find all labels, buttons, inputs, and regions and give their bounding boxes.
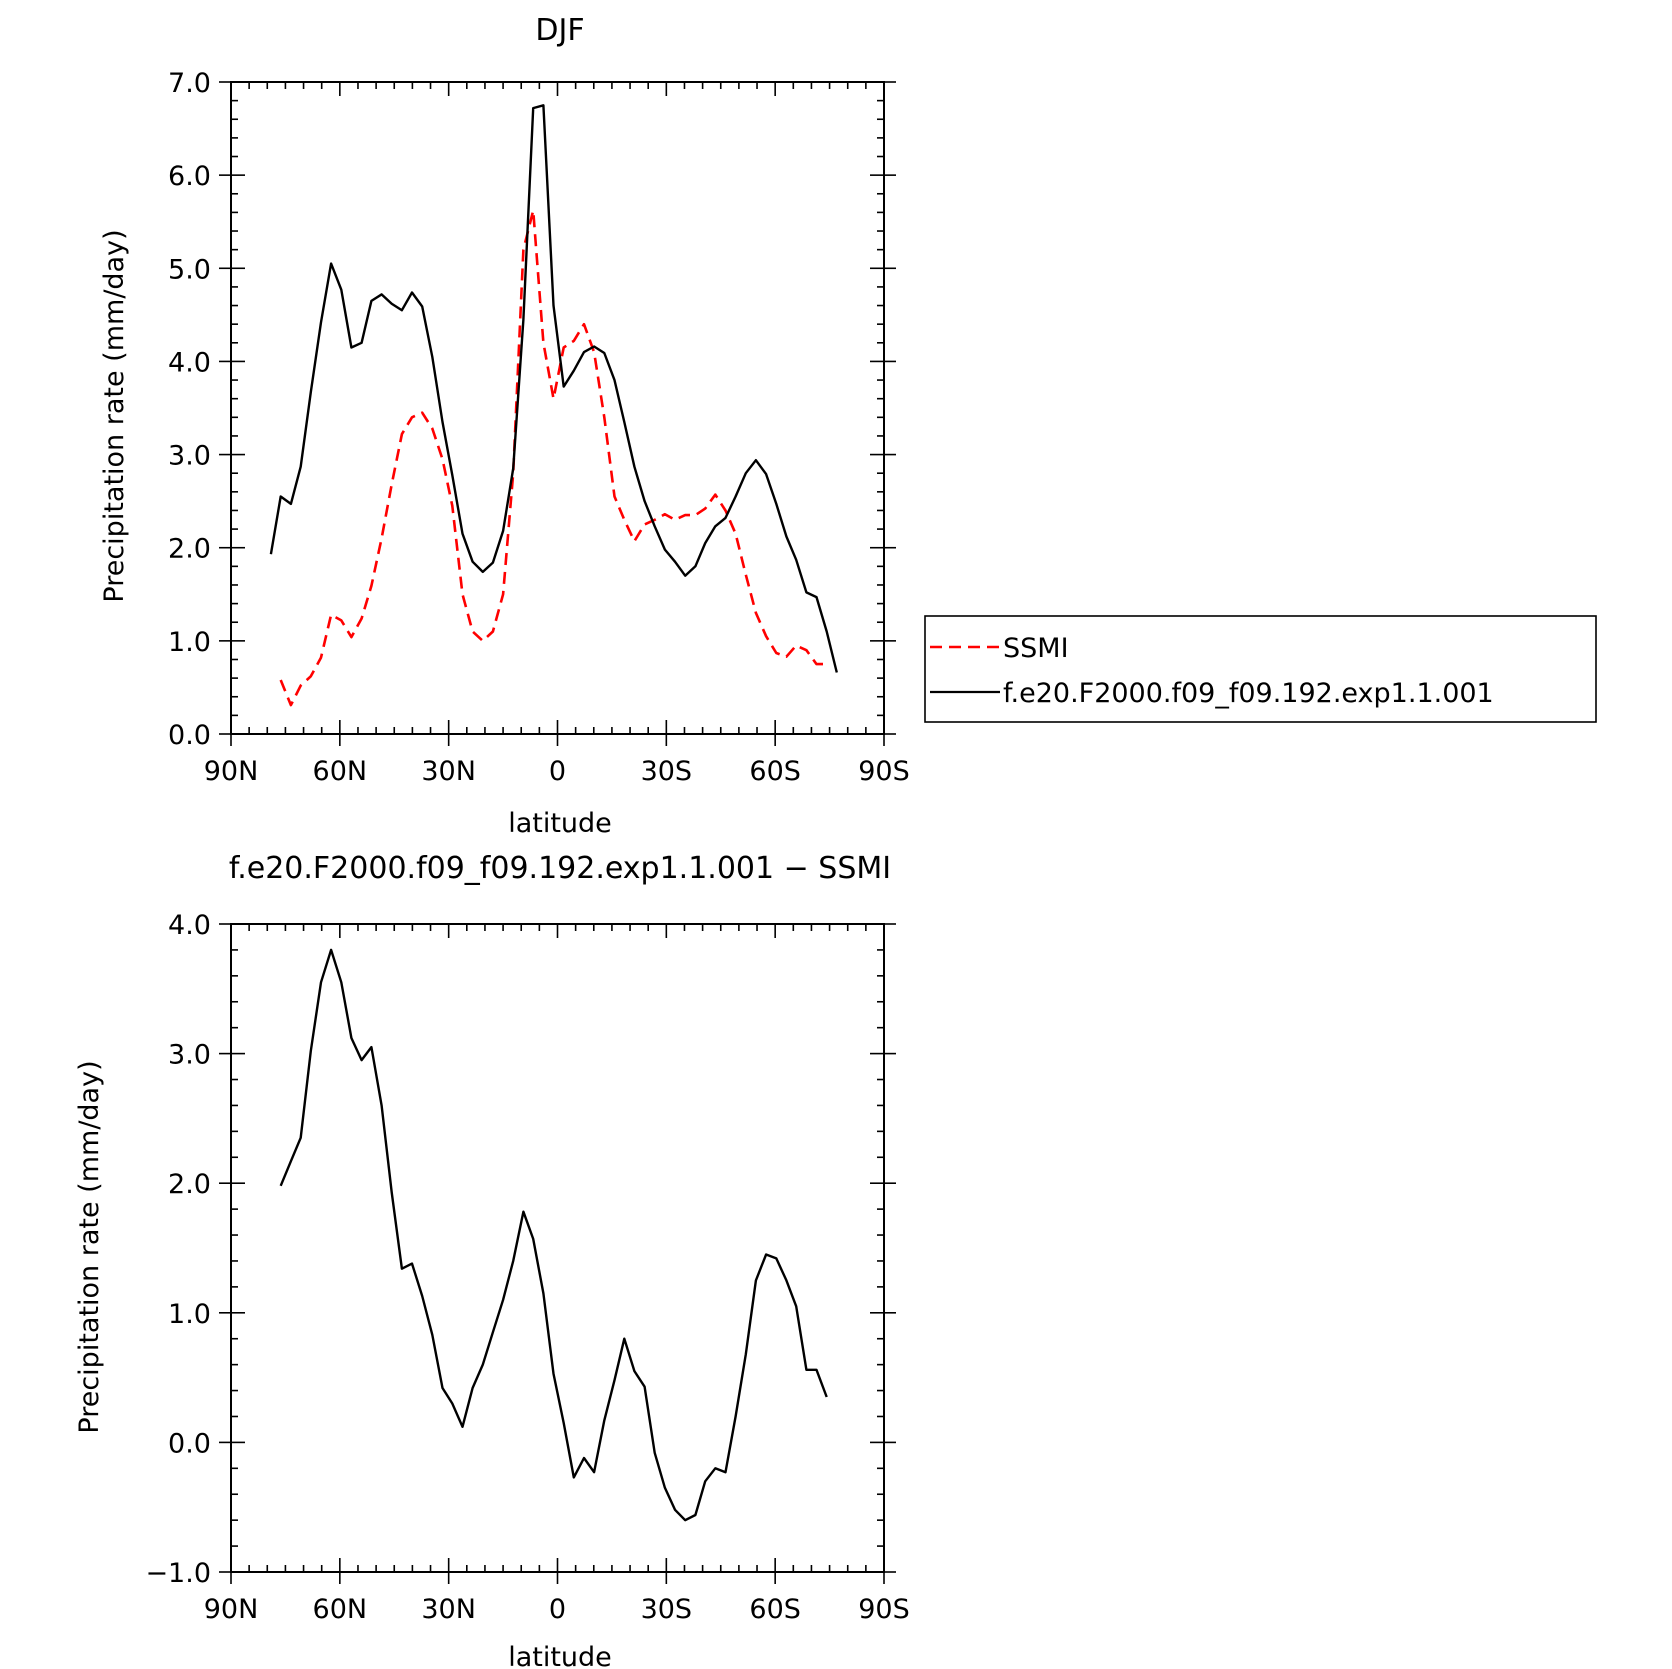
legend-label-model: f.e20.F2000.f09_f09.192.exp1.1.001 — [1003, 678, 1494, 709]
bottom-x-axis-label: latitude — [508, 1642, 612, 1669]
legend: SSMI f.e20.F2000.f09_f09.192.exp1.1.001 — [924, 615, 1597, 723]
bottom-x-tick-label: 90S — [858, 1594, 910, 1625]
bottom-plot-frame — [230, 923, 885, 1573]
bottom-y-tick-label: 2.0 — [168, 1169, 211, 1200]
bottom-x-tick-label: 90N — [204, 1594, 259, 1625]
top-x-axis-label: latitude — [508, 808, 612, 839]
bottom-y-axis-label: Precipitation rate (mm/day) — [74, 1060, 105, 1433]
bottom-axes: 90N 60N 30N 0 30S 60S 90S −1.0 0.0 1.0 2.0 3.0 4.0 — [145, 910, 909, 1625]
top-y-tick-label: 2.0 — [168, 534, 211, 565]
top-series-line-1 — [269, 104, 838, 673]
top-series-line-0 — [279, 209, 827, 707]
bottom-chart-title: f.e20.F2000.f09_f09.192.exp1.1.001 − SSM… — [229, 851, 891, 886]
top-y-tick-label: 6.0 — [168, 161, 211, 192]
bottom-series-group — [279, 948, 828, 1522]
bottom-y-tick-label: 0.0 — [168, 1428, 211, 1459]
bottom-x-tick-label: 60N — [313, 1594, 368, 1625]
top-y-tick-label: 5.0 — [168, 254, 211, 285]
bottom-x-tick-label: 30N — [421, 1594, 476, 1625]
top-plot-frame — [230, 81, 885, 735]
top-y-axis-label: Precipitation rate (mm/day) — [99, 229, 130, 602]
top-y-tick-label: 3.0 — [168, 441, 211, 472]
top-axes: 90N 60N 30N 0 30S 60S 90S 0.0 1.0 2.0 3.0 4.0 5.0 6.0… — [168, 68, 910, 787]
top-y-tick-label: 7.0 — [168, 68, 211, 99]
top-y-tick-label: 1.0 — [168, 627, 211, 658]
top-x-tick-label: 90N — [204, 756, 259, 787]
bottom-y-tick-label: 1.0 — [168, 1299, 211, 1330]
bottom-y-tick-label: 3.0 — [168, 1040, 211, 1071]
bottom-x-tick-label: 0 — [549, 1594, 566, 1625]
top-x-tick-label: 90S — [858, 756, 910, 787]
top-panel: DJF 90N 60N 30N 0 30S 60S 90S 0.0 1.0 2.0 3.0 4.0 5.… — [99, 13, 910, 839]
top-y-tick-label: 0.0 — [168, 720, 211, 751]
top-x-tick-label: 0 — [549, 756, 566, 787]
legend-box — [924, 615, 1597, 723]
bottom-series-line-0 — [279, 948, 828, 1522]
top-x-tick-label: 60N — [313, 756, 368, 787]
bottom-x-tick-label: 30S — [641, 1594, 693, 1625]
top-x-tick-label: 30S — [641, 756, 693, 787]
top-x-tick-label: 60S — [749, 756, 801, 787]
bottom-y-tick-label: 4.0 — [168, 910, 211, 941]
top-chart-title: DJF — [535, 13, 584, 48]
bottom-y-tick-label: −1.0 — [145, 1558, 211, 1589]
top-y-tick-label: 4.0 — [168, 347, 211, 378]
bottom-x-tick-label: 60S — [749, 1594, 801, 1625]
legend-label-ssmi: SSMI — [1003, 633, 1069, 664]
top-series-group — [269, 104, 838, 707]
top-x-tick-label: 30N — [421, 756, 476, 787]
bottom-panel: f.e20.F2000.f09_f09.192.exp1.1.001 − SSM… — [74, 851, 910, 1669]
